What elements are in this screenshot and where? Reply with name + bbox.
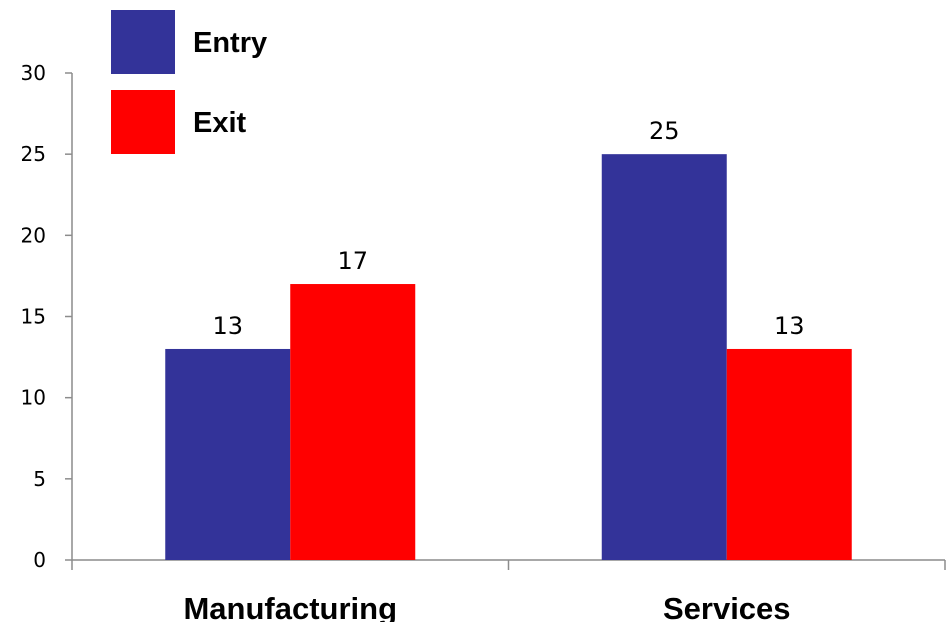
x-axis: Manufacturing Services <box>71 559 946 622</box>
data-label-entry-manufacturing: 13 <box>212 312 243 340</box>
bar-entry-services <box>601 154 727 560</box>
y-tick-label: 10 <box>21 386 46 410</box>
legend: Entry Exit <box>111 10 267 154</box>
legend-swatch-exit <box>111 90 175 154</box>
y-tick-label: 20 <box>21 223 46 247</box>
data-label-entry-services: 25 <box>649 117 680 145</box>
data-label-exit-manufacturing: 17 <box>337 247 368 275</box>
x-category-label-manufacturing: Manufacturing <box>183 591 397 622</box>
legend-swatch-entry <box>111 10 175 74</box>
bars <box>165 154 852 560</box>
y-tick-label: 5 <box>33 467 46 491</box>
bar-entry-manufacturing <box>165 348 291 560</box>
y-tick-label: 25 <box>21 142 46 166</box>
legend-label-entry: Entry <box>193 27 267 59</box>
bar-exit-manufacturing <box>290 284 416 560</box>
y-tick-label: 0 <box>33 548 46 572</box>
y-tick-label: 30 <box>21 61 46 85</box>
y-tick-label: 15 <box>21 305 46 329</box>
legend-label-exit: Exit <box>193 107 247 139</box>
y-axis: 0 5 10 15 20 25 30 <box>21 61 73 572</box>
data-label-exit-services: 13 <box>774 312 805 340</box>
bar-exit-services <box>726 348 852 560</box>
data-labels: 13 17 25 13 <box>212 117 804 340</box>
x-category-label-services: Services <box>663 591 791 622</box>
